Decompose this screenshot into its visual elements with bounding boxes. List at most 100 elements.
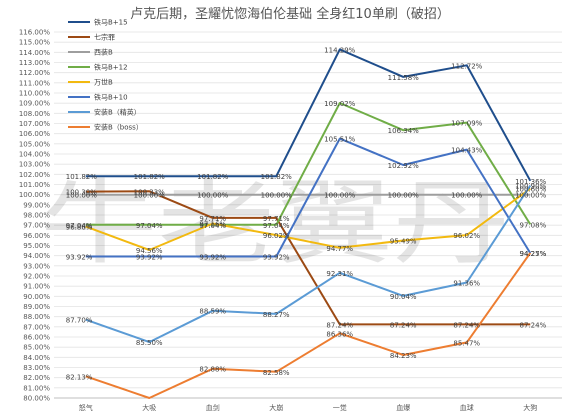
data-label: 100.30%	[66, 189, 97, 197]
data-label: 82.13%	[66, 373, 93, 381]
data-label: 88.59%	[199, 308, 226, 316]
y-tick-label: 110.00%	[19, 90, 50, 98]
data-label: 112.72%	[451, 62, 482, 70]
data-label: 100.00%	[515, 192, 546, 200]
data-label: 94.27%	[520, 250, 547, 258]
y-tick-label: 82.00%	[23, 374, 50, 382]
y-tick-label: 98.00%	[23, 212, 50, 220]
y-tick-label: 105.00%	[19, 140, 50, 148]
y-tick-label: 97.00%	[23, 222, 50, 230]
data-label: 97.04%	[136, 222, 163, 230]
x-tick-label: 大崩	[269, 403, 283, 412]
legend-entry: 万世B	[94, 78, 113, 87]
series-line	[85, 190, 531, 326]
y-tick-label: 99.00%	[23, 201, 50, 209]
data-label: 101.82%	[66, 173, 97, 181]
x-tick-label: 大吸	[142, 403, 156, 412]
data-label: 96.86%	[66, 224, 93, 232]
legend-entry: 铁马B+15	[94, 18, 128, 27]
y-tick-label: 103.00%	[19, 161, 50, 169]
watermark: 牛老翼丹	[40, 170, 510, 277]
x-tick-label: 血剑	[206, 403, 220, 412]
data-label: 100.33%	[134, 188, 165, 196]
x-tick-label: 血爆	[396, 403, 410, 412]
x-tick-label: 血球	[460, 403, 474, 412]
data-label: 94.56%	[136, 247, 163, 255]
y-tick-label: 85.00%	[23, 344, 50, 352]
y-tick-label: 96.00%	[23, 232, 50, 240]
y-tick-label: 111.00%	[19, 79, 50, 87]
y-tick-label: 116.00%	[19, 29, 50, 37]
data-label: 94.77%	[326, 245, 353, 253]
data-label: 85.50%	[136, 339, 163, 347]
data-label: 105.51%	[324, 136, 355, 144]
data-label: 101.82%	[261, 173, 292, 181]
y-tick-label: 83.00%	[23, 364, 50, 372]
y-tick-label: 106.00%	[19, 130, 50, 138]
series-line	[85, 252, 532, 399]
y-tick-label: 115.00%	[19, 39, 50, 47]
y-tick-label: 92.00%	[23, 273, 50, 281]
series-layer	[85, 48, 532, 399]
data-label: 100.00%	[261, 192, 292, 200]
data-label: 102.92%	[388, 162, 419, 170]
y-tick-label: 95.00%	[23, 242, 50, 250]
data-label: 87.24%	[453, 321, 480, 329]
y-tick-label: 90.00%	[23, 293, 50, 301]
data-label: 107.09%	[451, 120, 482, 128]
data-label: 96.02%	[453, 232, 480, 240]
data-label: 86.36%	[326, 330, 353, 338]
y-tick-label: 104.00%	[19, 151, 50, 159]
data-label: 96.02%	[263, 232, 290, 240]
x-tick-label: 怒气	[79, 403, 93, 412]
y-tick-label: 89.00%	[23, 303, 50, 311]
y-tick-label: 101.00%	[19, 181, 50, 189]
data-label: 114.29%	[324, 46, 355, 54]
data-label: 93.92%	[199, 253, 226, 261]
y-tick-label: 88.00%	[23, 313, 50, 321]
data-label: 97.04%	[199, 222, 226, 230]
data-label: 97.71%	[199, 215, 226, 223]
data-label: 93.92%	[263, 253, 290, 261]
data-label: 92.31%	[326, 270, 353, 278]
y-tick-label: 87.00%	[23, 323, 50, 331]
y-tick-label: 113.00%	[19, 59, 50, 67]
data-label: 91.36%	[453, 280, 480, 288]
data-label: 104.43%	[451, 147, 482, 155]
y-tick-label: 107.00%	[19, 120, 50, 128]
data-label: 100.00%	[388, 192, 419, 200]
x-tick-label: 一觉	[333, 403, 347, 412]
data-label: 100.00%	[134, 192, 165, 200]
data-label: 84.23%	[390, 352, 417, 360]
legend-entry: 七宗罪	[94, 33, 115, 42]
data-label: 87.24%	[390, 321, 417, 329]
data-label: 87.24%	[520, 321, 547, 329]
watermark-layer: 牛老翼丹	[40, 170, 510, 277]
y-tick-label: 84.00%	[23, 354, 50, 362]
axis-layer: 80.00% 81.00% 82.00% 83.00% 84.00% 85.00% 86.0…	[19, 29, 562, 412]
data-label: 97.71%	[263, 215, 290, 223]
series-line	[85, 48, 532, 182]
legend-entry: 安装B（boss）	[94, 123, 143, 132]
y-tick-label: 93.00%	[23, 262, 50, 270]
data-label: 85.47%	[453, 339, 480, 347]
series-line	[85, 187, 531, 251]
data-label: 111.58%	[388, 74, 419, 82]
data-label: 82.88%	[199, 366, 226, 374]
y-tick-label: 100.00%	[19, 191, 50, 199]
data-label: 100.00%	[324, 192, 355, 200]
data-label: 97.04%	[66, 222, 93, 230]
legend-entry: 铁马B+12	[94, 63, 128, 72]
data-label: 100.90%	[515, 183, 546, 191]
data-label: 101.36%	[515, 178, 546, 186]
chart-title: 卢克后期，圣耀忧惚海伯伦基础 全身红10单刷（破招）	[130, 6, 450, 22]
data-label: 87.70%	[66, 317, 93, 325]
data-label: 100.00%	[197, 192, 228, 200]
data-label: 100.00%	[66, 192, 97, 200]
series-line	[85, 137, 532, 258]
data-label: 106.34%	[388, 127, 419, 135]
y-tick-label: 80.00%	[23, 395, 50, 403]
